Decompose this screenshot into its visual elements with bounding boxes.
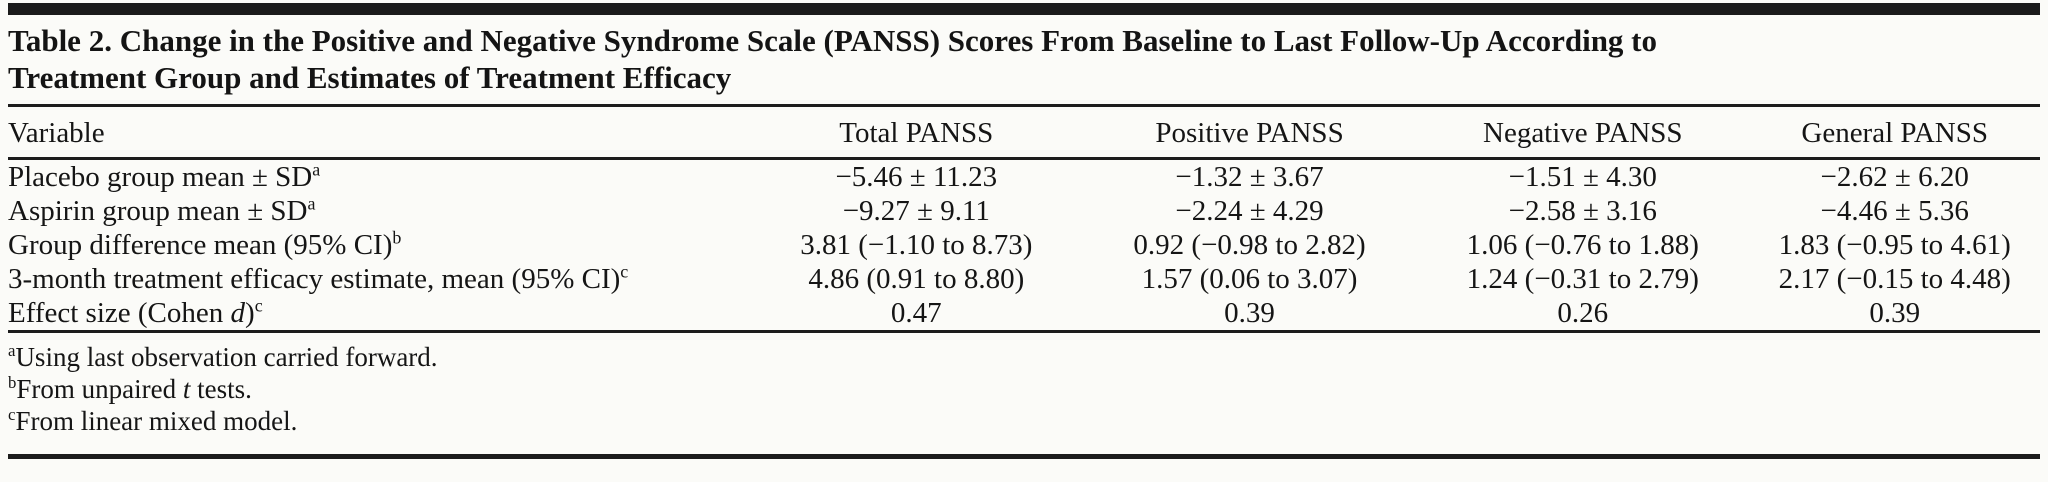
column-header-negative-panss: Negative PANSS <box>1483 117 1683 149</box>
cell-total-panss: −5.46 ± 11.23 <box>835 161 998 193</box>
footnote-a: aUsing last observation carried forward. <box>8 341 438 372</box>
table-title-line-2: Treatment Group and Estimates of Treatme… <box>8 60 732 95</box>
panss-results-table: Variable Total PANSS Positive PANSS Nega… <box>8 104 2040 333</box>
cell-negative-panss: 1.24 (−0.31 to 2.79) <box>1466 263 1699 295</box>
cell-negative-panss: −1.51 ± 4.30 <box>1508 161 1657 193</box>
table-row-placebo-mean: Placebo group mean ± SDa −5.46 ± 11.23 −… <box>8 159 2040 195</box>
cell-general-panss: 2.17 (−0.15 to 4.48) <box>1778 263 2011 295</box>
column-header-general-panss: General PANSS <box>1801 117 1989 149</box>
footnote-marker: a <box>312 159 321 180</box>
footnote-marker: a <box>307 193 316 214</box>
cell-general-panss: 1.83 (−0.95 to 4.61) <box>1778 229 2011 261</box>
top-rule-bar <box>8 3 2040 15</box>
footnote-c-marker: c <box>8 405 16 424</box>
footnote-b-marker: b <box>8 373 17 392</box>
table-row-aspirin-mean: Aspirin group mean ± SDa −9.27 ± 9.11 −2… <box>8 194 2040 228</box>
table-body: Placebo group mean ± SDa −5.46 ± 11.23 −… <box>8 159 2040 332</box>
footnote-a-marker: a <box>8 341 16 360</box>
column-header-total-panss: Total PANSS <box>839 117 994 149</box>
cell-positive-panss: −1.32 ± 3.67 <box>1175 161 1324 193</box>
footnote-marker: b <box>392 227 402 248</box>
footnote-b: bFrom unpaired t tests. <box>8 373 252 404</box>
table-title-line-1: Table 2. Change in the Positive and Nega… <box>8 23 1658 58</box>
cell-total-panss: 4.86 (0.91 to 8.80) <box>808 263 1025 295</box>
footnote-marker: c <box>254 295 263 316</box>
table-row-group-difference: Group difference mean (95% CI)b 3.81 (−1… <box>8 228 2040 262</box>
cell-positive-panss: 0.39 <box>1224 297 1275 329</box>
footnote-marker: c <box>620 261 629 282</box>
cell-total-panss: 3.81 (−1.10 to 8.73) <box>800 229 1033 261</box>
table-footnotes: aUsing last observation carried forward.… <box>8 333 2040 437</box>
cell-general-panss: 0.39 <box>1869 297 1921 329</box>
row-label: 3-month treatment efficacy estimate, mea… <box>8 261 629 295</box>
cell-total-panss: −9.27 ± 9.11 <box>842 195 990 227</box>
cell-positive-panss: −2.24 ± 4.29 <box>1175 195 1324 227</box>
bottom-rule-bar <box>8 454 2040 459</box>
cell-general-panss: −2.62 ± 6.20 <box>1820 161 1969 193</box>
cell-total-panss: 0.47 <box>890 297 942 329</box>
row-label: Placebo group mean ± SDa <box>8 159 321 193</box>
cell-negative-panss: 1.06 (−0.76 to 1.88) <box>1466 229 1699 261</box>
column-header-variable: Variable <box>8 117 105 149</box>
table-title: Table 2. Change in the Positive and Nega… <box>8 22 2040 96</box>
table-row-treatment-efficacy: 3-month treatment efficacy estimate, mea… <box>8 262 2040 296</box>
row-label: Group difference mean (95% CI)b <box>8 227 402 261</box>
row-label: Effect size (Cohen d)c <box>8 295 263 329</box>
table-row-effect-size: Effect size (Cohen d)c 0.47 0.39 0.26 0.… <box>8 296 2040 332</box>
row-label: Aspirin group mean ± SDa <box>8 193 316 227</box>
table-header: Variable Total PANSS Positive PANSS Nega… <box>8 105 2040 159</box>
cell-negative-panss: −2.58 ± 3.16 <box>1508 195 1657 227</box>
header-row: Variable Total PANSS Positive PANSS Nega… <box>8 105 2040 159</box>
footnote-c: cFrom linear mixed model. <box>8 405 298 436</box>
column-header-positive-panss: Positive PANSS <box>1155 117 1344 149</box>
cell-positive-panss: 0.92 (−0.98 to 2.82) <box>1133 229 1366 261</box>
cell-positive-panss: 1.57 (0.06 to 3.07) <box>1141 263 1358 295</box>
cell-negative-panss: 0.26 <box>1557 297 1609 329</box>
cell-general-panss: −4.46 ± 5.36 <box>1820 195 1969 227</box>
